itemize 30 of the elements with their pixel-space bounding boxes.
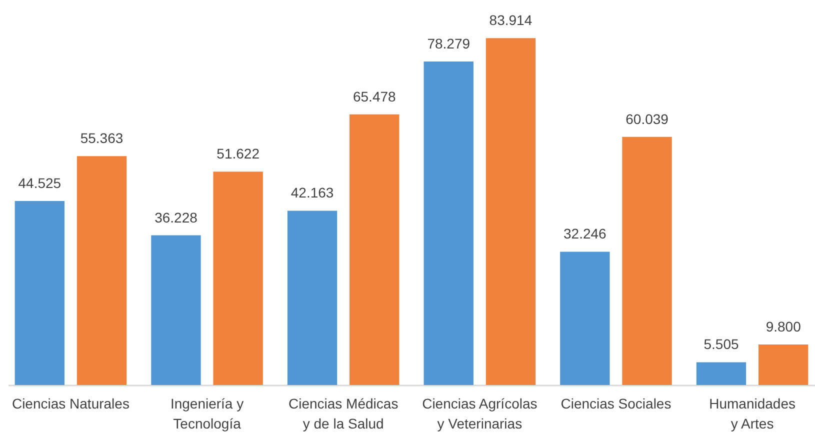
bar <box>758 344 808 385</box>
bar <box>350 114 400 385</box>
bar <box>696 362 746 385</box>
bar <box>76 156 127 385</box>
bar <box>151 235 201 385</box>
data-label: 83.914 <box>489 12 532 28</box>
bar <box>213 172 263 385</box>
bar <box>560 252 610 385</box>
bar <box>486 38 536 385</box>
data-label: 5.505 <box>704 336 739 352</box>
x-tick-label: Ingeniería y Tecnología <box>170 396 244 432</box>
bar <box>622 136 672 385</box>
x-tick-label: Ciencias Naturales <box>12 396 130 412</box>
data-label: 65.478 <box>352 88 396 104</box>
data-label: 32.246 <box>564 226 607 242</box>
data-label: 44.525 <box>18 174 62 191</box>
data-label: 51.622 <box>216 146 260 162</box>
x-tick-label: Humanidades y Artes <box>709 396 796 432</box>
bar <box>287 210 338 385</box>
bar <box>424 61 474 385</box>
x-tick-label: Ciencias Médicas y de la Salud <box>288 396 398 432</box>
data-label: 9.800 <box>766 318 802 334</box>
data-label: 55.363 <box>80 130 124 146</box>
data-label: 36.228 <box>154 209 198 226</box>
data-label: 60.039 <box>626 110 669 127</box>
x-tick-label: Ciencias Agrícolas y Veterinarias <box>422 396 538 432</box>
x-tick-label: Ciencias Sociales <box>560 396 672 412</box>
data-label: 42.163 <box>290 184 334 201</box>
bar <box>14 200 64 385</box>
data-label: 78.279 <box>427 35 470 52</box>
